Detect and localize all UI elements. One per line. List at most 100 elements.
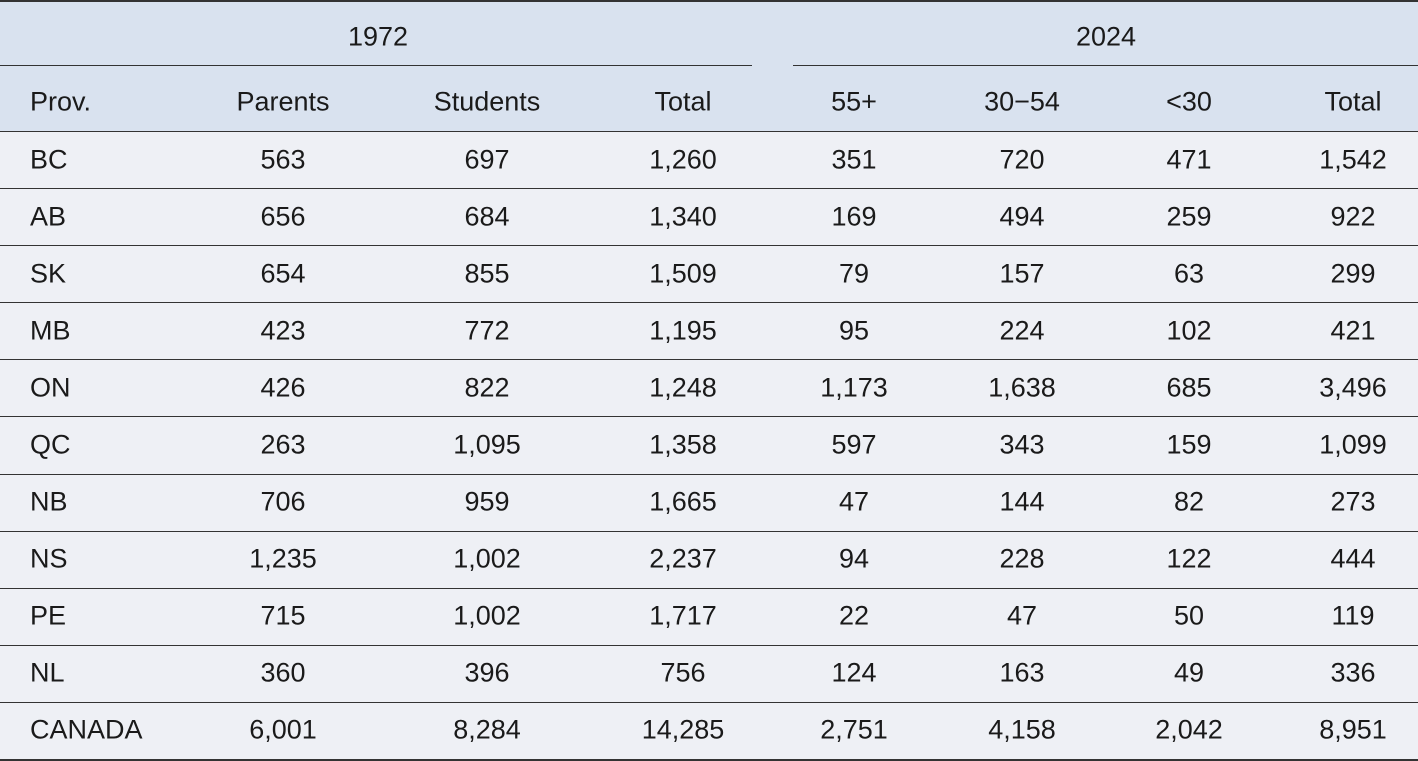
column-header: Students [433, 86, 541, 117]
table-cell: 959 [464, 486, 510, 517]
table-cell: 656 [260, 201, 306, 232]
column-header: Prov. [30, 86, 92, 117]
row-border [0, 302, 1418, 304]
row-border [0, 359, 1418, 361]
table-cell: 8,951 [1319, 714, 1387, 745]
table-cell: 95 [838, 315, 870, 346]
row-border [0, 188, 1418, 190]
row-label: NB [30, 486, 68, 517]
table-cell: 124 [831, 657, 877, 688]
group-header: 2024 [1075, 21, 1137, 52]
row-label: NL [30, 657, 65, 688]
table-cell: 1,358 [649, 429, 717, 460]
row-label: CANADA [30, 714, 143, 745]
table-cell: 1,509 [649, 258, 717, 289]
row-label: NS [30, 543, 68, 574]
table-cell: 715 [260, 600, 306, 631]
table-cell: 22 [838, 600, 870, 631]
table-cell: 273 [1330, 486, 1376, 517]
table-cell: 1,542 [1319, 144, 1387, 175]
column-header: <30 [1166, 86, 1212, 117]
header-border [0, 131, 1418, 132]
table-cell: 14,285 [641, 714, 725, 745]
row-label: QC [30, 429, 71, 460]
table-cell: 822 [464, 372, 510, 403]
table-cell: 47 [1006, 600, 1038, 631]
table-cell: 8,284 [453, 714, 521, 745]
table-cell: 119 [1331, 600, 1375, 631]
table-cell: 1,002 [453, 543, 521, 574]
row-label: ON [30, 372, 71, 403]
table-cell: 1,260 [649, 144, 717, 175]
table-cell: 228 [999, 543, 1045, 574]
table-cell: 1,002 [453, 600, 521, 631]
table-cell: 654 [260, 258, 306, 289]
table-cell: 685 [1166, 372, 1212, 403]
row-label: PE [30, 600, 67, 631]
table-cell: 1,717 [649, 600, 717, 631]
table-cell: 1,095 [453, 429, 521, 460]
table-cell: 343 [999, 429, 1045, 460]
column-header: Parents [236, 86, 330, 117]
row-border [0, 530, 1418, 532]
table-cell: 351 [831, 144, 877, 175]
table-cell: 224 [999, 315, 1045, 346]
table-cell: 122 [1166, 543, 1212, 574]
table-cell: 1,195 [649, 315, 717, 346]
table-cell: 444 [1330, 543, 1376, 574]
table-cell: 3,496 [1319, 372, 1387, 403]
table-cell: 396 [464, 657, 510, 688]
row-border [0, 473, 1418, 475]
table-cell: 426 [260, 372, 306, 403]
table-cell: 144 [999, 486, 1045, 517]
table-cell: 1,235 [249, 543, 317, 574]
table-cell: 1,340 [649, 201, 717, 232]
table-cell: 720 [999, 144, 1045, 175]
table-cell: 169 [831, 201, 877, 232]
table-cell: 1,665 [649, 486, 717, 517]
row-label: MB [30, 315, 71, 346]
row-border [0, 701, 1418, 703]
table-cell: 102 [1166, 315, 1212, 346]
group-underline [0, 65, 752, 66]
group-underline [793, 65, 1418, 66]
table-cell: 1,248 [649, 372, 717, 403]
table-cell: 1,638 [988, 372, 1056, 403]
table-cell: 756 [660, 657, 706, 688]
group-header: 1972 [347, 21, 409, 52]
table-cell: 563 [260, 144, 306, 175]
table-cell: 684 [464, 201, 510, 232]
table-cell: 2,751 [820, 714, 888, 745]
table-cell: 49 [1173, 657, 1205, 688]
table-cell: 82 [1173, 486, 1205, 517]
table-cell: 6,001 [249, 714, 317, 745]
row-border [0, 644, 1418, 646]
row-label: AB [30, 201, 67, 232]
table-cell: 79 [838, 258, 870, 289]
table-cell: 157 [999, 258, 1045, 289]
table-cell: 259 [1166, 201, 1212, 232]
table-cell: 159 [1166, 429, 1212, 460]
table-cell: 47 [838, 486, 870, 517]
table-cell: 697 [464, 144, 510, 175]
table-cell: 163 [999, 657, 1045, 688]
table-cell: 597 [831, 429, 877, 460]
table-cell: 360 [260, 657, 306, 688]
row-border [0, 587, 1418, 589]
table-cell: 471 [1166, 144, 1212, 175]
table-cell: 421 [1330, 315, 1376, 346]
table-cell: 50 [1173, 600, 1205, 631]
table-cell: 855 [464, 258, 510, 289]
table-cell: 2,042 [1155, 714, 1223, 745]
table-cell: 299 [1330, 258, 1376, 289]
row-border [0, 245, 1418, 247]
column-header: Total [1324, 86, 1382, 117]
table-cell: 494 [999, 201, 1045, 232]
table-cell: 63 [1173, 258, 1205, 289]
row-border [0, 416, 1418, 418]
table-cell: 263 [260, 429, 306, 460]
table-cell: 706 [260, 486, 306, 517]
table-cell: 94 [838, 543, 870, 574]
bottom-border [0, 759, 1418, 761]
